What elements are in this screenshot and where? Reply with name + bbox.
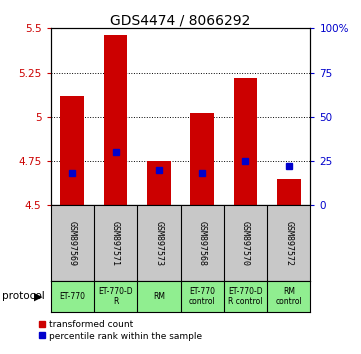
Bar xyxy=(147,161,171,205)
Text: ET-770-D
R: ET-770-D R xyxy=(98,287,133,306)
Bar xyxy=(104,35,127,205)
Text: GSM897573: GSM897573 xyxy=(155,221,163,266)
Text: RM: RM xyxy=(153,292,165,301)
Text: GSM897568: GSM897568 xyxy=(198,221,206,266)
Text: RM
control: RM control xyxy=(275,287,302,306)
Text: ET-770
control: ET-770 control xyxy=(189,287,216,306)
Bar xyxy=(60,96,84,205)
Legend: transformed count, percentile rank within the sample: transformed count, percentile rank withi… xyxy=(37,320,203,342)
Text: GSM897569: GSM897569 xyxy=(68,221,77,266)
Text: protocol: protocol xyxy=(2,291,44,302)
Bar xyxy=(190,113,214,205)
Bar xyxy=(234,78,257,205)
Text: ET-770-D
R control: ET-770-D R control xyxy=(228,287,263,306)
Text: GSM897570: GSM897570 xyxy=(241,221,250,266)
Title: GDS4474 / 8066292: GDS4474 / 8066292 xyxy=(110,13,251,27)
Text: ▶: ▶ xyxy=(34,291,43,302)
Text: GSM897572: GSM897572 xyxy=(284,221,293,266)
Text: GSM897571: GSM897571 xyxy=(111,221,120,266)
Text: ET-770: ET-770 xyxy=(59,292,85,301)
Bar xyxy=(277,179,301,205)
